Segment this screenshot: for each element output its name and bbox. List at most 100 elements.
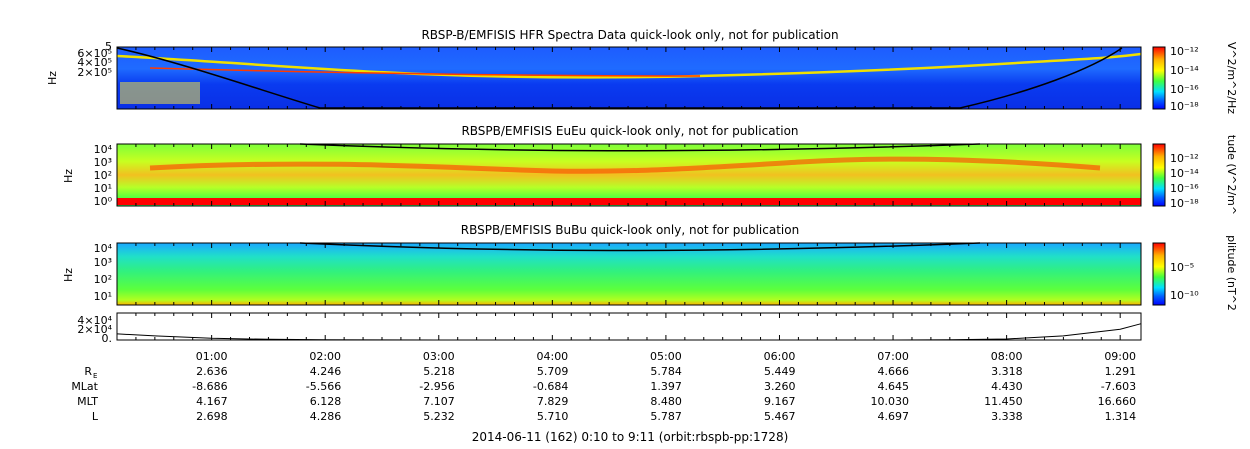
panel-1-ytick: 6×10⁵: [77, 47, 112, 60]
ephemeris-value: 3.338: [991, 410, 1023, 423]
panel-3-ytick: 10¹: [94, 290, 112, 303]
ephemeris-value: 3.260: [764, 380, 796, 393]
ephemeris-value: 10.030: [871, 395, 910, 408]
panel-2-cbar-label: tude (V^2/m^: [1225, 135, 1238, 215]
panel-1-plasma-line-core: [149, 67, 701, 77]
ephemeris-value: 8.480: [650, 395, 682, 408]
panel-4-line-plot: [116, 312, 1142, 341]
panel-3-cbar-label: plitude (nT^2: [1225, 235, 1238, 311]
ephemeris-value: 4.286: [310, 410, 342, 423]
panel-2-colorbar: 10⁻¹² 10⁻¹⁴ 10⁻¹⁶ 10⁻¹⁸ tude (V^2/m^: [1152, 135, 1238, 215]
time-tick-label: 03:00: [423, 350, 455, 363]
panel-1-cbar-tick: 10⁻¹⁶: [1170, 83, 1199, 96]
time-tick-label: 02:00: [309, 350, 341, 363]
ephemeris-value: 3.318: [991, 365, 1023, 378]
ephemeris-value: 4.666: [878, 365, 910, 378]
ephemeris-value: 2.636: [196, 365, 228, 378]
ephemeris-value: 4.430: [991, 380, 1023, 393]
panel-3-cbar-tick: 10⁻¹⁰: [1170, 289, 1199, 302]
panel-3-frame: [116, 242, 1142, 306]
time-axis-ticks: [135, 47, 1121, 340]
ephemeris-value: -2.956: [419, 380, 454, 393]
time-tick-label: 04:00: [536, 350, 568, 363]
panel-3-ytick: 10³: [94, 256, 112, 269]
footer-orbit-info: 2014-06-11 (162) 0:10 to 9:11 (orbit:rbs…: [472, 430, 789, 444]
panel-2-ytick: 10²: [94, 169, 112, 182]
time-tick-label: 07:00: [877, 350, 909, 363]
panel-1-yaxis: 5 6×10⁵ 4×10⁵ 2×10⁵ Hz: [46, 40, 112, 85]
panel-2-ytick: 10¹: [94, 182, 112, 195]
ephemeris-value: 1.314: [1105, 410, 1137, 423]
panel-2-cbar-tick: 10⁻¹²: [1170, 152, 1199, 165]
time-tick-label: 09:00: [1104, 350, 1136, 363]
panel-2-ytick: 10⁴: [94, 143, 113, 156]
ephemeris-value: 5.449: [764, 365, 796, 378]
ephemeris-value: 4.697: [878, 410, 910, 423]
ephemeris-value: 1.291: [1105, 365, 1137, 378]
panel-4-ytick: 4×10⁴: [77, 314, 112, 327]
panel-3-ytick: 10²: [94, 273, 112, 286]
panel-1-low-band: [120, 82, 200, 104]
panel-3-yaxis: 10⁴ 10³ 10² 10¹ Hz: [62, 242, 113, 303]
panel-1-ytick: 2×10⁵: [77, 66, 112, 79]
panel-2-ytick: 10³: [94, 156, 112, 169]
time-tick-label: 08:00: [991, 350, 1023, 363]
panel-2-chorus-band: [149, 156, 1101, 174]
ephemeris-value: 11.450: [984, 395, 1023, 408]
panel-3-ytick: 10⁴: [94, 242, 113, 255]
panel-1-ytick-top: 5: [105, 40, 112, 53]
ephemeris-table: 01:00 02:00 03:00 04:00 05:00 06:00 07:00 08:00…: [71, 350, 1136, 423]
ephemeris-value: 5.709: [537, 365, 569, 378]
panel-2-cbar-tick: 10⁻¹⁶: [1170, 182, 1199, 195]
ephemeris-value: 5.467: [764, 410, 796, 423]
panel-1-title: RBSP-B/EMFISIS HFR Spectra Data quick-lo…: [421, 28, 838, 42]
ephemeris-value: 4.246: [310, 365, 342, 378]
panel-1-colorbar: 10⁻¹² 10⁻¹⁴ 10⁻¹⁶ 10⁻¹⁸ V^2/m^2/Hz: [1152, 42, 1238, 114]
ephemeris-value: 16.660: [1098, 395, 1137, 408]
ephemeris-value: -8.686: [192, 380, 227, 393]
ephemeris-value: 4.167: [196, 395, 228, 408]
panel-2-ylabel: Hz: [62, 169, 75, 183]
panel-2-ytick: 10⁰: [94, 195, 113, 208]
panel-3-fce-curve: [299, 242, 981, 252]
panel-3-ylabel: Hz: [62, 268, 75, 282]
time-tick-label: 01:00: [196, 350, 228, 363]
panel-1-ylabel: Hz: [46, 71, 59, 85]
time-tick-label: 06:00: [764, 350, 796, 363]
ephemeris-value: -0.684: [533, 380, 568, 393]
panel-2-cbar-tick: 10⁻¹⁸: [1170, 197, 1199, 210]
panel-4-ytick: 0.: [102, 332, 113, 345]
ephemeris-row-label: R: [84, 365, 92, 378]
ephemeris-value: 6.128: [310, 395, 342, 408]
panel-1-ytick: 4×10⁵: [77, 56, 112, 69]
ephemeris-value: 5.787: [650, 410, 682, 423]
panel-2-title: RBSPB/EMFISIS EuEu quick-look only, not …: [461, 124, 798, 138]
ephemeris-row-label: MLT: [77, 395, 98, 408]
ephemeris-value: 5.218: [423, 365, 455, 378]
panel-2-cbar-tick: 10⁻¹⁴: [1170, 167, 1199, 180]
panel-2-bottom-band: [117, 198, 1141, 205]
ephemeris-value: 5.710: [537, 410, 569, 423]
ephemeris-value: -5.566: [306, 380, 341, 393]
ephemeris-value: 1.397: [650, 380, 682, 393]
ephemeris-value: 2.698: [196, 410, 228, 423]
ephemeris-value: 5.784: [650, 365, 682, 378]
panel-3-colorbar: 10⁻⁵ 10⁻¹⁰ plitude (nT^2: [1152, 235, 1238, 311]
panel-3-spectrogram: [116, 242, 1142, 306]
ephemeris-row-label: MLat: [71, 380, 98, 393]
panel-4-ytick: 2×10⁴: [77, 323, 112, 336]
panel-1-cbar-tick: 10⁻¹⁴: [1170, 64, 1199, 77]
panel-4-frame: [116, 312, 1142, 341]
ephemeris-value: 5.232: [423, 410, 455, 423]
ephemeris-value: 7.829: [537, 395, 569, 408]
panel-2-frame: [116, 143, 1142, 207]
panel-1-cbar-label: V^2/m^2/Hz: [1225, 42, 1238, 114]
panel-1-frame: [116, 46, 1142, 110]
panel-2-fce-curve: [299, 143, 981, 152]
panel-4-yaxis: 4×10⁴ 2×10⁴ 0.: [77, 314, 112, 345]
panel-1-cbar-tick: 10⁻¹²: [1170, 45, 1199, 58]
panel-2-background: [117, 144, 1141, 206]
panel-2-yaxis: 10⁴ 10³ 10² 10¹ 10⁰ Hz: [62, 143, 113, 208]
ephemeris-row-label: L: [92, 410, 99, 423]
